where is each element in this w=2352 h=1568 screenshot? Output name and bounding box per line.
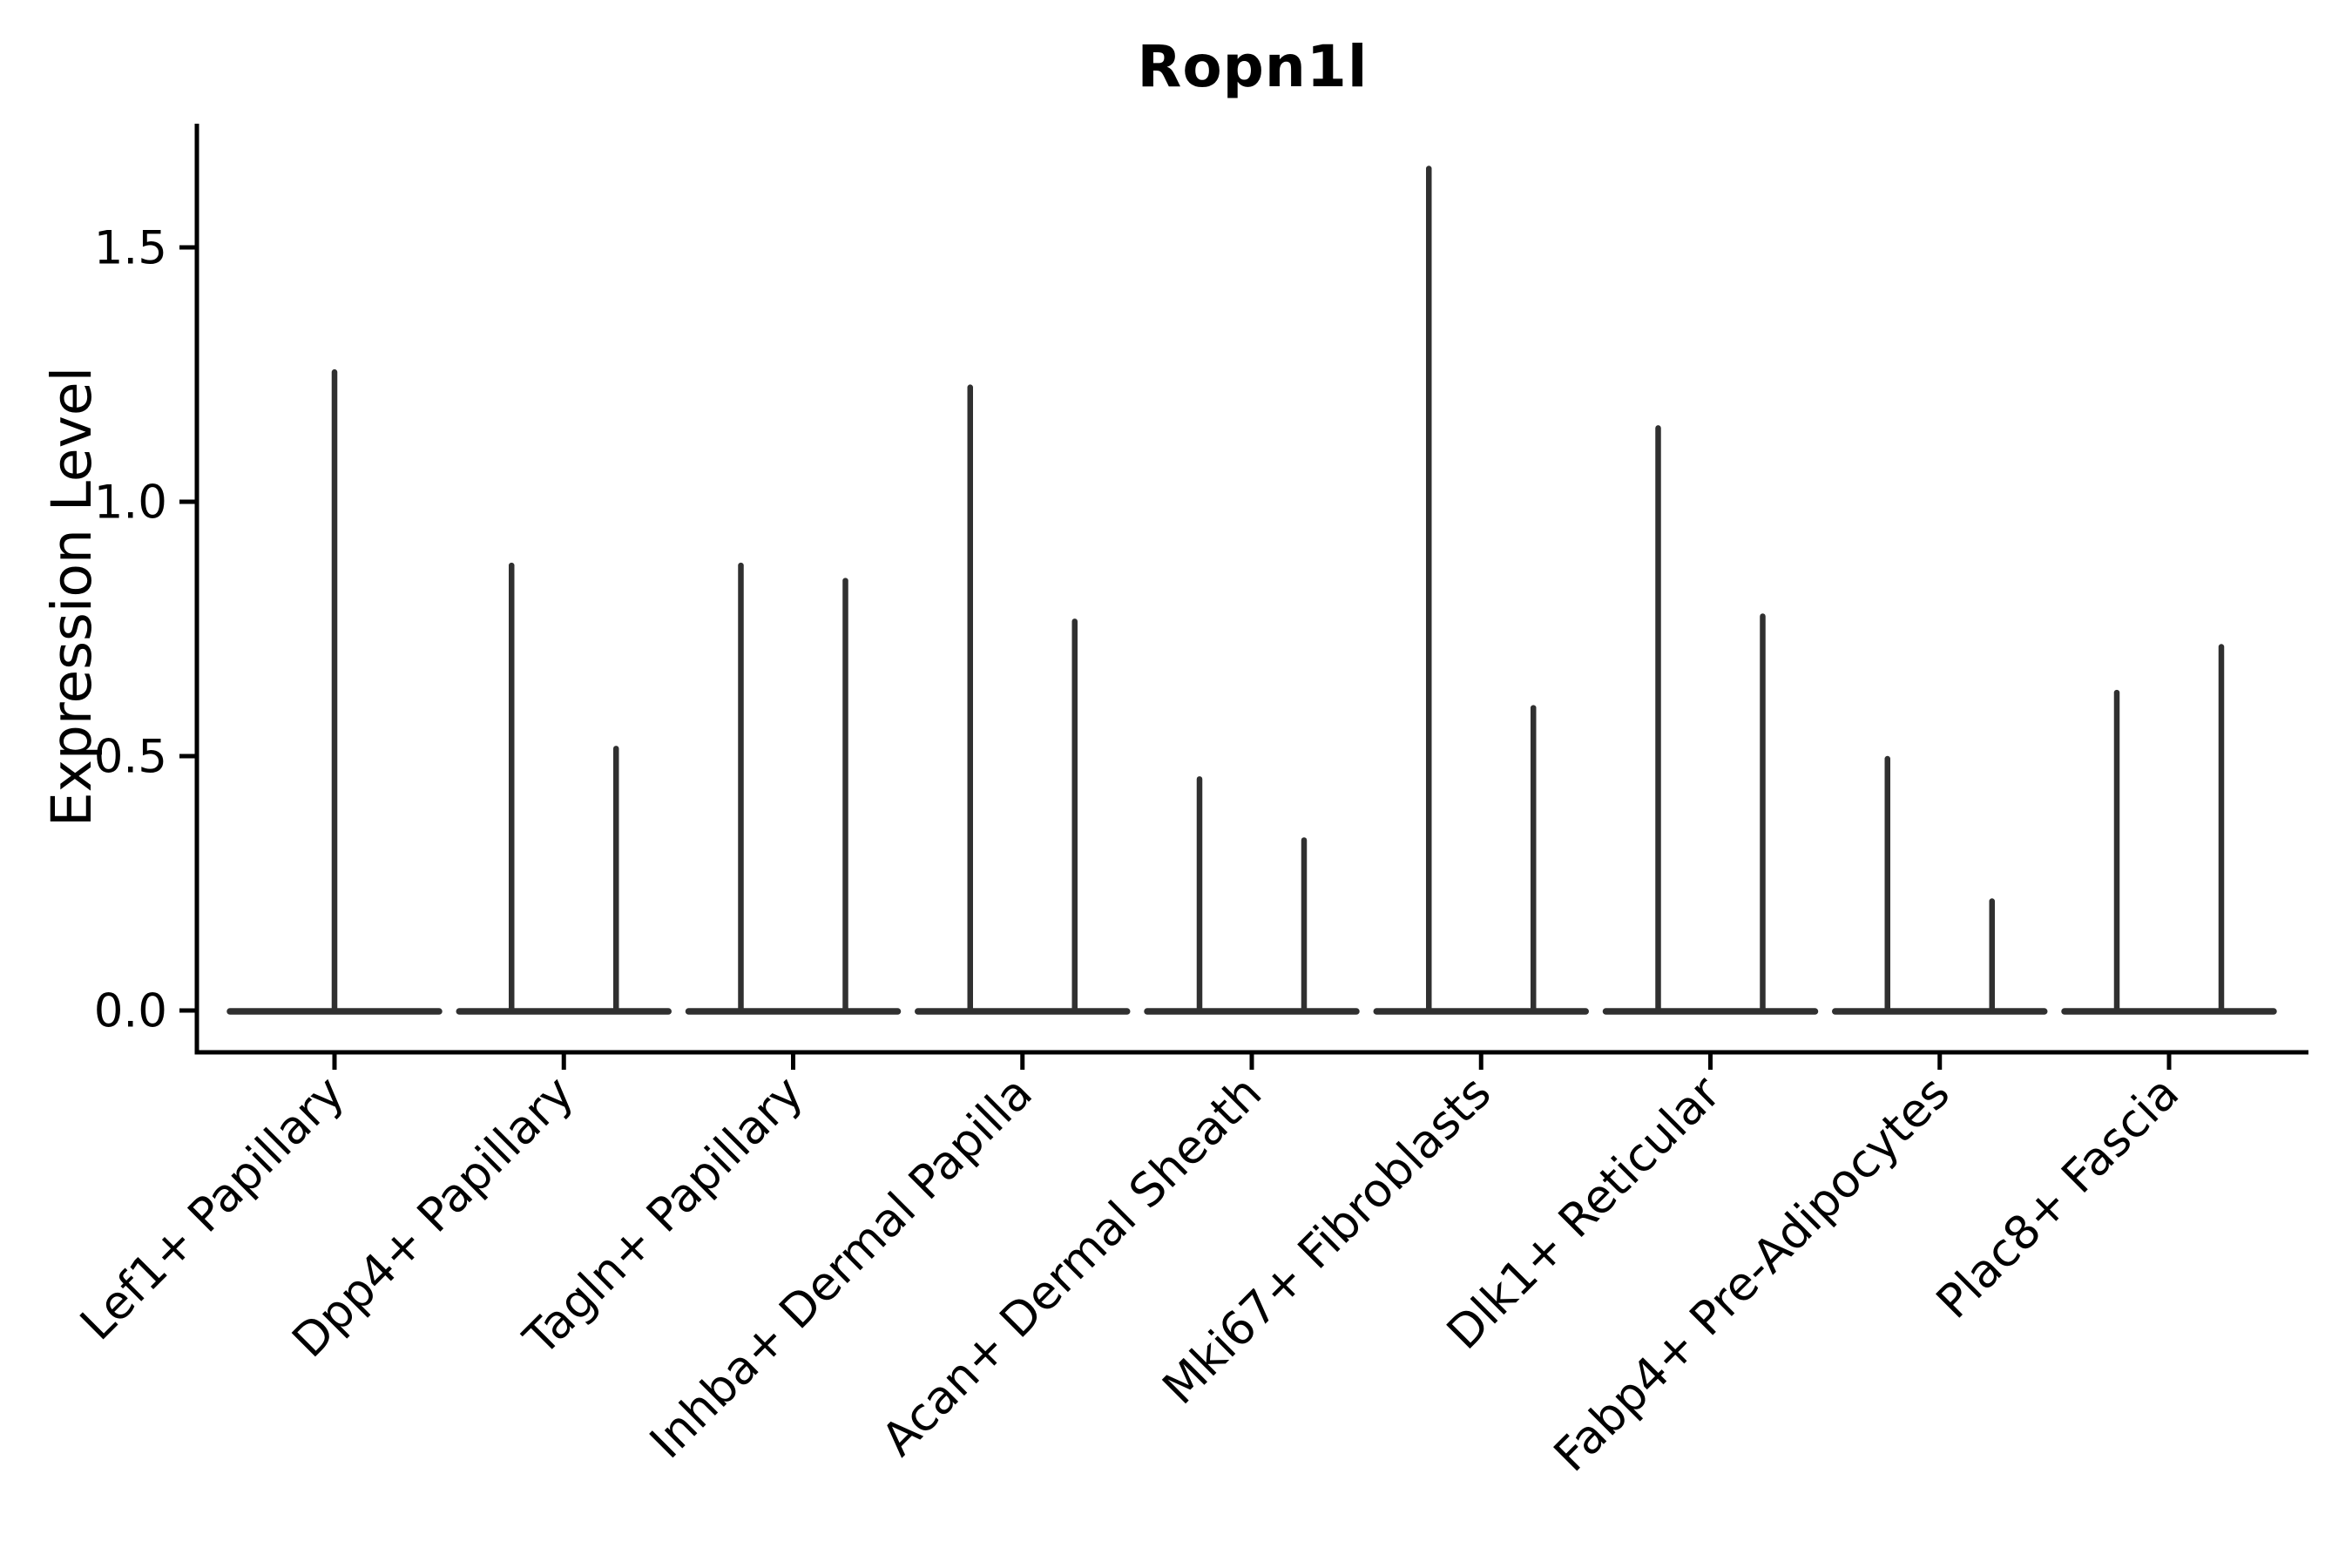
- x-tick-label: Plac8+ Fascia: [1927, 1066, 2189, 1328]
- y-tick-label: 1.5: [94, 222, 167, 275]
- y-tick-label: 0.5: [94, 731, 167, 784]
- y-tick-label: 1.0: [94, 476, 167, 530]
- x-tick-label: Acan+ Dermal Sheath: [872, 1066, 1272, 1466]
- x-tick-label: Fabp4+ Pre-Adipocytes: [1544, 1066, 1960, 1482]
- x-tick-label: Inhba+ Dermal Papilla: [640, 1066, 1043, 1469]
- chart-title: Ropn1l: [1137, 33, 1369, 100]
- y-tick-label: 0.0: [94, 985, 167, 1038]
